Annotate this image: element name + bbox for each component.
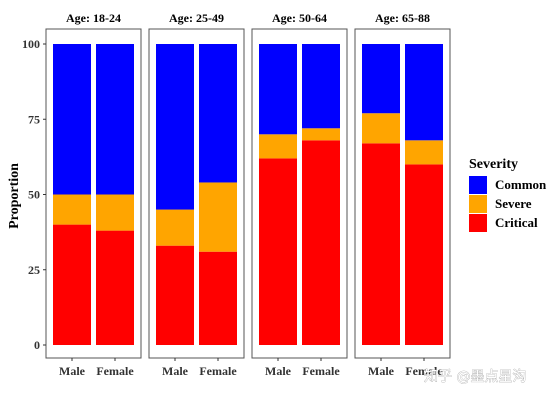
legend-label-severe: Severe: [495, 196, 532, 211]
facet-panels: Age: 18-24 Male Female Age: 25-49 Male Female…: [45, 11, 451, 378]
facet-title: Age: 50-64: [272, 11, 327, 25]
bar-segment-severe: [156, 209, 194, 246]
watermark-text: 知乎 @墨点星沟: [424, 368, 526, 385]
facet-panel: Age: 25-49 Male Female: [148, 11, 245, 378]
x-tick-label: Female: [199, 364, 237, 378]
facet-title: Age: 18-24: [66, 11, 121, 25]
bar-segment-severe: [199, 182, 237, 252]
legend-title: Severity: [469, 157, 518, 172]
bar-segment-severe: [259, 134, 297, 159]
facet-title: Age: 25-49: [169, 11, 224, 25]
legend-swatch-critical: [469, 214, 487, 232]
facet-panel: Age: 50-64 Male Female: [251, 11, 348, 378]
bar-segment-critical: [96, 230, 134, 345]
y-axis: 0 25 50 75 100: [22, 37, 46, 352]
legend-swatch-common: [469, 176, 487, 194]
facet-title: Age: 65-88: [375, 11, 430, 25]
bar-segment-severe: [405, 140, 443, 165]
bar-segment-critical: [302, 140, 340, 345]
legend: Severity Common Severe Critical: [469, 157, 547, 232]
x-tick-label: Male: [368, 364, 395, 378]
bar-segment-common: [302, 44, 340, 129]
y-tick-label: 0: [34, 338, 40, 352]
x-tick-label: Female: [405, 364, 443, 378]
bar-segment-common: [259, 44, 297, 135]
bar-segment-common: [405, 44, 443, 141]
y-tick-label: 100: [22, 37, 40, 51]
bar-segment-common: [96, 44, 134, 195]
y-tick-label: 50: [28, 188, 40, 202]
bar-segment-critical: [53, 224, 91, 345]
bar-segment-critical: [405, 164, 443, 345]
legend-swatch-severe: [469, 195, 487, 213]
bar-segment-severe: [53, 194, 91, 225]
bar-segment-critical: [259, 158, 297, 345]
bar-segment-severe: [96, 194, 134, 231]
bar-segment-common: [199, 44, 237, 183]
y-axis-title: Proportion: [7, 163, 22, 229]
bar-segment-common: [53, 44, 91, 195]
x-tick-label: Female: [302, 364, 340, 378]
bar-segment-severe: [362, 113, 400, 144]
x-tick-label: Female: [96, 364, 134, 378]
legend-label-common: Common: [495, 177, 547, 192]
facet-panel: Age: 65-88 Male Female: [354, 11, 451, 378]
x-tick-label: Male: [162, 364, 189, 378]
y-tick-label: 25: [28, 263, 40, 277]
legend-label-critical: Critical: [495, 215, 538, 230]
bar-segment-common: [362, 44, 400, 114]
bar-segment-severe: [302, 128, 340, 141]
x-tick-label: Male: [59, 364, 86, 378]
bar-segment-critical: [362, 143, 400, 345]
x-tick-label: Male: [265, 364, 292, 378]
bar-segment-common: [156, 44, 194, 210]
bar-segment-critical: [156, 245, 194, 345]
facet-panel: Age: 18-24 Male Female: [45, 11, 142, 378]
y-tick-label: 75: [28, 112, 40, 126]
bar-segment-critical: [199, 251, 237, 345]
